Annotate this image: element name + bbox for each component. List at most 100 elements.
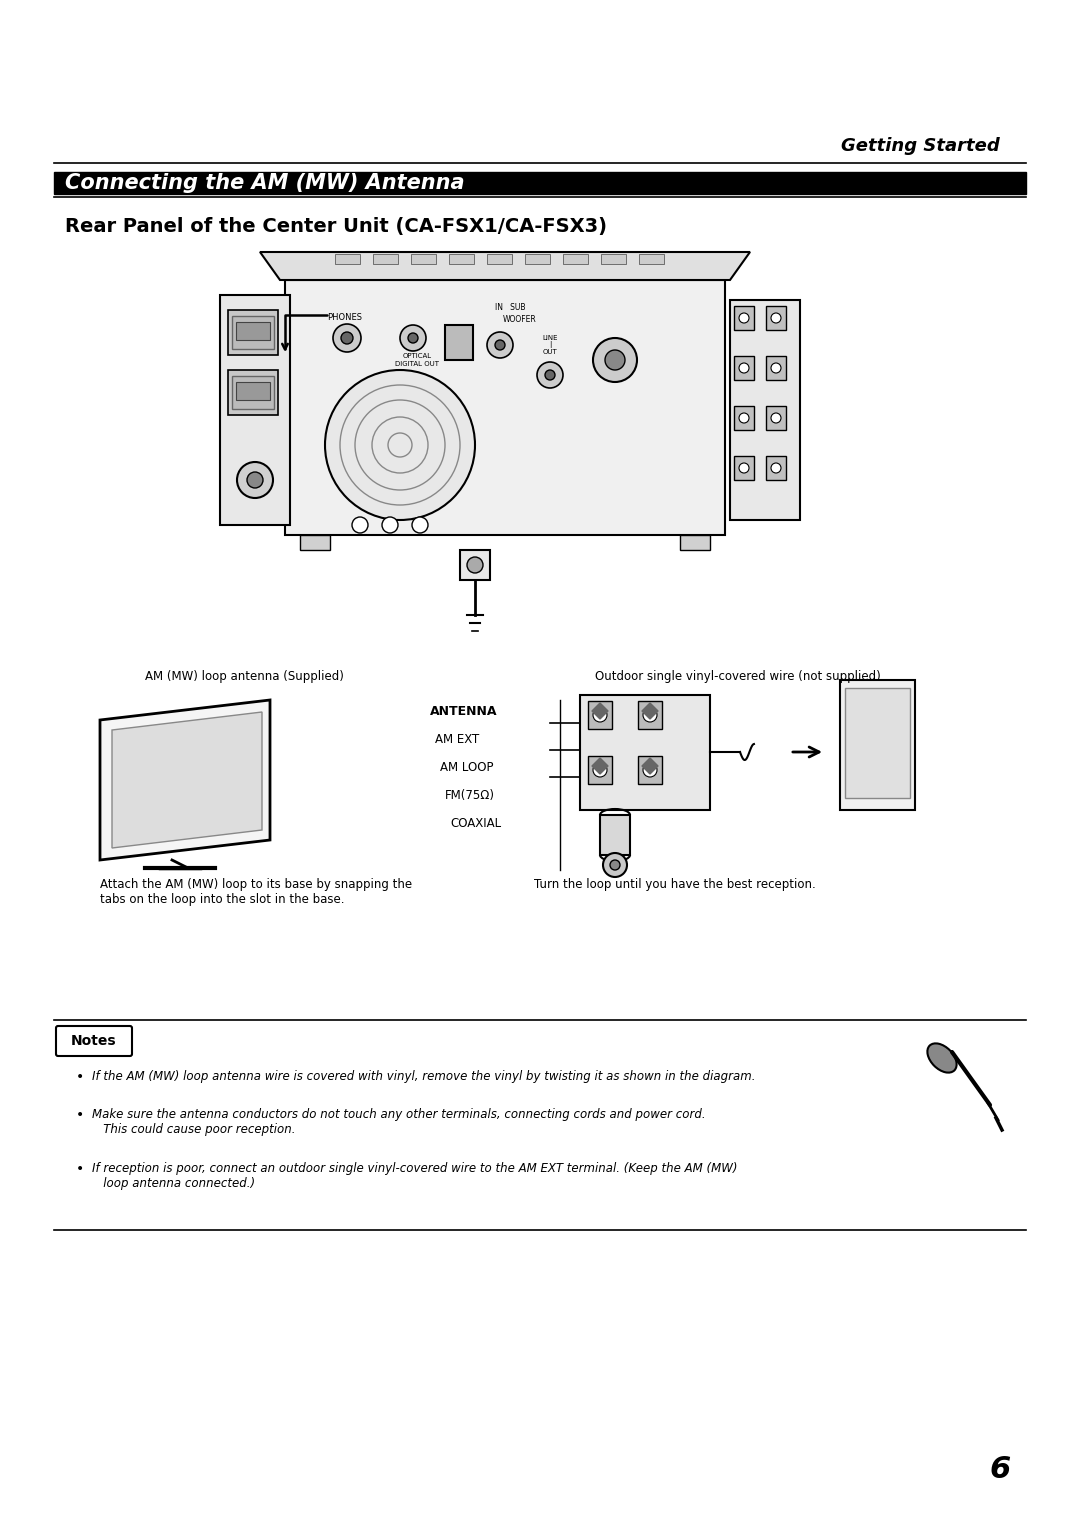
Bar bbox=[600, 254, 626, 264]
Text: Notes: Notes bbox=[71, 1034, 117, 1048]
Circle shape bbox=[408, 333, 418, 342]
Circle shape bbox=[771, 413, 781, 423]
Circle shape bbox=[739, 463, 750, 474]
Bar bbox=[730, 299, 800, 520]
Text: Connecting the AM (MW) Antenna: Connecting the AM (MW) Antenna bbox=[65, 173, 464, 193]
Bar bbox=[600, 814, 630, 856]
Text: •: • bbox=[76, 1108, 84, 1122]
Bar bbox=[525, 254, 550, 264]
Text: If the AM (MW) loop antenna wire is covered with vinyl, remove the vinyl by twis: If the AM (MW) loop antenna wire is cove… bbox=[92, 1070, 756, 1083]
Text: 6: 6 bbox=[989, 1456, 1011, 1485]
Circle shape bbox=[352, 516, 368, 533]
Bar bbox=[845, 688, 910, 798]
Ellipse shape bbox=[928, 1044, 957, 1073]
Bar bbox=[228, 310, 278, 354]
Text: Turn the loop until you have the best reception.: Turn the loop until you have the best re… bbox=[534, 879, 815, 891]
Bar bbox=[237, 382, 270, 400]
Text: Getting Started: Getting Started bbox=[841, 138, 1000, 154]
Circle shape bbox=[237, 461, 273, 498]
Text: Outdoor single vinyl-covered wire (not supplied): Outdoor single vinyl-covered wire (not s… bbox=[595, 669, 881, 683]
Polygon shape bbox=[642, 703, 658, 720]
Bar bbox=[766, 406, 786, 429]
Bar bbox=[840, 680, 915, 810]
Circle shape bbox=[739, 364, 750, 373]
Text: AM LOOP: AM LOOP bbox=[440, 761, 494, 775]
Circle shape bbox=[325, 370, 475, 520]
Bar bbox=[638, 701, 662, 729]
Bar bbox=[563, 254, 588, 264]
Circle shape bbox=[247, 472, 264, 487]
Bar bbox=[734, 455, 754, 480]
Text: IN   SUB: IN SUB bbox=[495, 304, 525, 313]
Text: WOOFER: WOOFER bbox=[503, 315, 537, 324]
Circle shape bbox=[593, 338, 637, 382]
Circle shape bbox=[739, 313, 750, 322]
Circle shape bbox=[545, 370, 555, 380]
Text: AM (MW) loop antenna (Supplied): AM (MW) loop antenna (Supplied) bbox=[145, 669, 343, 683]
Circle shape bbox=[771, 463, 781, 474]
Bar bbox=[487, 254, 512, 264]
Circle shape bbox=[605, 350, 625, 370]
Bar bbox=[445, 325, 473, 361]
Text: AM EXT: AM EXT bbox=[435, 733, 480, 746]
Bar bbox=[580, 695, 710, 810]
Text: OPTICAL
DIGITAL OUT: OPTICAL DIGITAL OUT bbox=[395, 353, 438, 367]
Circle shape bbox=[610, 860, 620, 869]
Circle shape bbox=[411, 516, 428, 533]
Text: PHONES: PHONES bbox=[327, 313, 363, 322]
Text: •: • bbox=[76, 1161, 84, 1177]
Bar bbox=[588, 756, 612, 784]
Circle shape bbox=[643, 762, 657, 778]
Circle shape bbox=[643, 707, 657, 723]
Bar bbox=[285, 280, 725, 535]
Circle shape bbox=[593, 762, 607, 778]
Bar bbox=[232, 376, 274, 410]
Text: Rear Panel of the Center Unit (CA-FSX1/CA-FSX3): Rear Panel of the Center Unit (CA-FSX1/C… bbox=[65, 217, 607, 235]
Bar bbox=[449, 254, 474, 264]
Bar bbox=[766, 356, 786, 380]
Text: ANTENNA: ANTENNA bbox=[430, 704, 498, 718]
Circle shape bbox=[400, 325, 426, 351]
Bar bbox=[335, 254, 360, 264]
Bar bbox=[680, 535, 710, 550]
Bar bbox=[228, 370, 278, 416]
Circle shape bbox=[771, 313, 781, 322]
Bar bbox=[373, 254, 399, 264]
Circle shape bbox=[487, 332, 513, 358]
Polygon shape bbox=[592, 703, 608, 720]
Bar bbox=[766, 455, 786, 480]
Bar bbox=[638, 756, 662, 784]
Bar bbox=[734, 406, 754, 429]
Bar bbox=[734, 306, 754, 330]
Circle shape bbox=[593, 707, 607, 723]
Circle shape bbox=[537, 362, 563, 388]
Text: Attach the AM (MW) loop to its base by snapping the
tabs on the loop into the sl: Attach the AM (MW) loop to its base by s… bbox=[100, 879, 413, 906]
Bar bbox=[220, 295, 291, 526]
FancyBboxPatch shape bbox=[56, 1025, 132, 1056]
Circle shape bbox=[467, 558, 483, 573]
Polygon shape bbox=[260, 252, 750, 280]
Circle shape bbox=[771, 364, 781, 373]
Text: LINE
|
OUT: LINE | OUT bbox=[542, 335, 557, 356]
Polygon shape bbox=[642, 758, 658, 775]
Bar bbox=[734, 356, 754, 380]
Bar bbox=[411, 254, 436, 264]
Bar bbox=[766, 306, 786, 330]
Bar bbox=[460, 550, 490, 581]
Polygon shape bbox=[592, 758, 608, 775]
Bar bbox=[588, 701, 612, 729]
Bar bbox=[639, 254, 664, 264]
Text: If reception is poor, connect an outdoor single vinyl-covered wire to the AM EXT: If reception is poor, connect an outdoor… bbox=[92, 1161, 738, 1190]
Circle shape bbox=[382, 516, 399, 533]
Bar bbox=[54, 173, 1026, 194]
Polygon shape bbox=[112, 712, 262, 848]
Circle shape bbox=[739, 413, 750, 423]
Text: FM(75Ω): FM(75Ω) bbox=[445, 788, 495, 802]
Circle shape bbox=[333, 324, 361, 351]
Circle shape bbox=[341, 332, 353, 344]
Text: •: • bbox=[76, 1070, 84, 1083]
Circle shape bbox=[495, 341, 505, 350]
Circle shape bbox=[603, 853, 627, 877]
Text: COAXIAL: COAXIAL bbox=[450, 817, 501, 830]
Polygon shape bbox=[100, 700, 270, 860]
